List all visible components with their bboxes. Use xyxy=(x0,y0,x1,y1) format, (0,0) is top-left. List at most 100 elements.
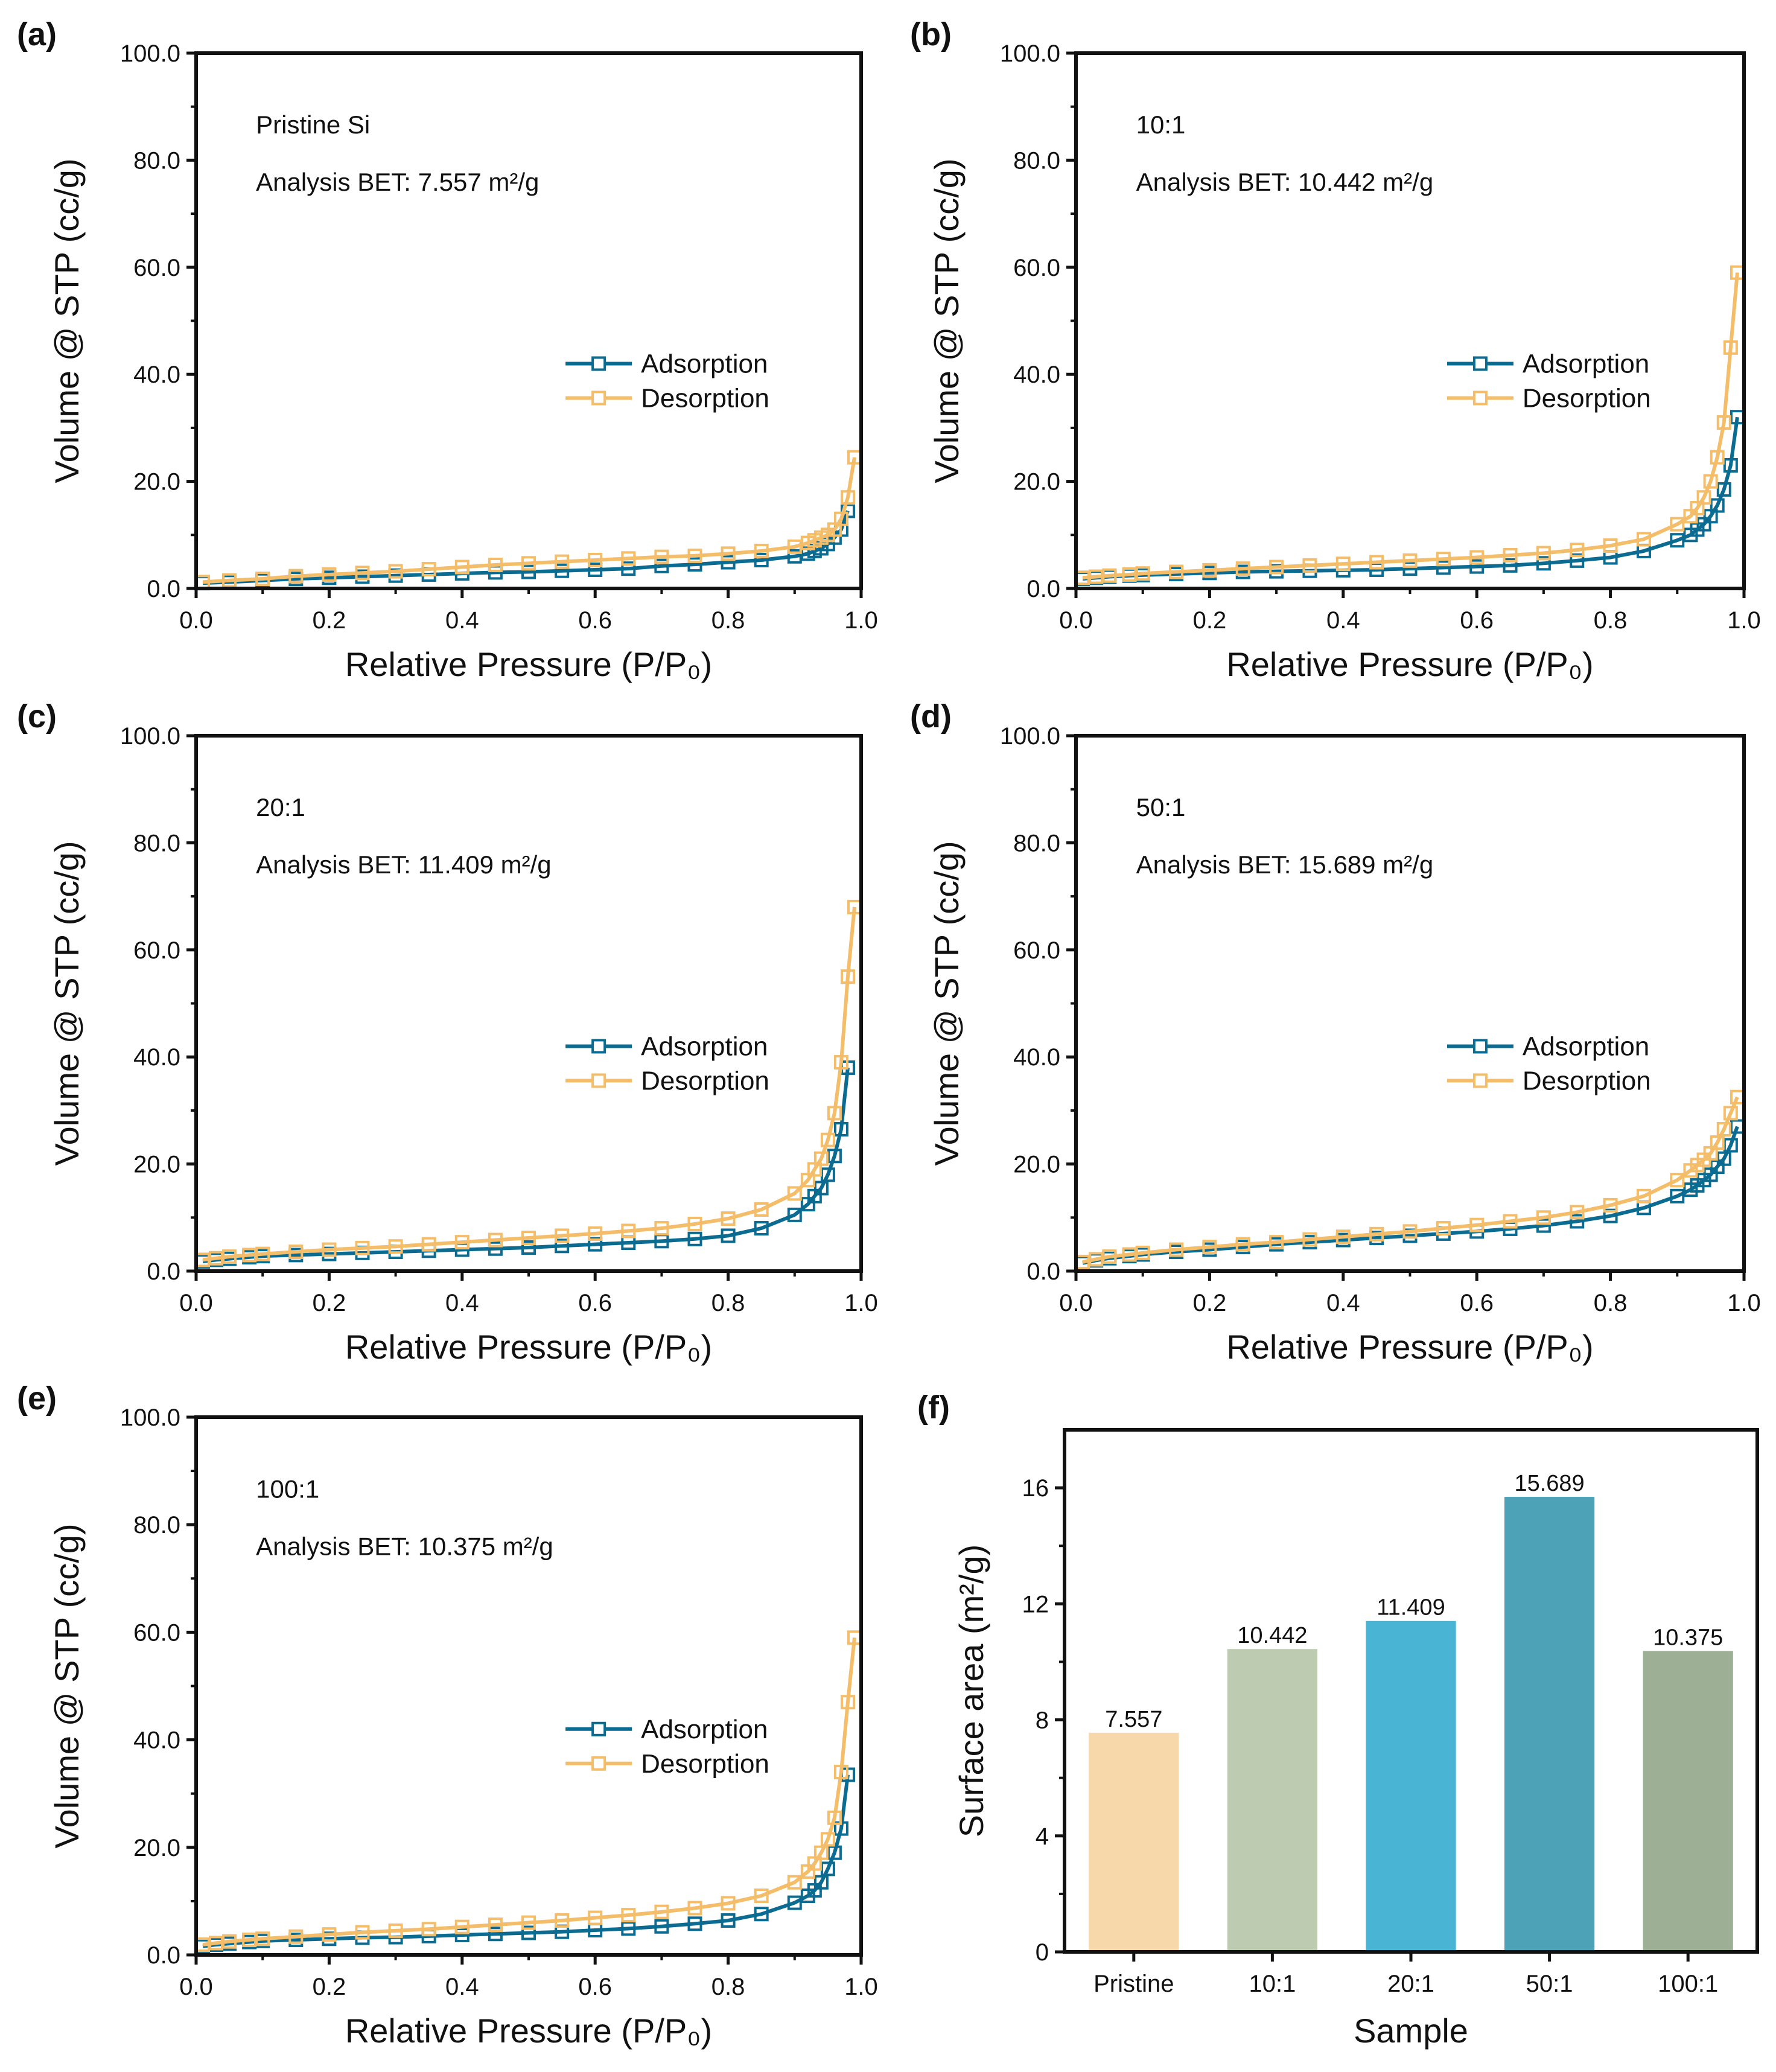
desorption-point xyxy=(1503,1214,1518,1229)
adsorption-line xyxy=(202,1067,850,1264)
panel-label: (f) xyxy=(917,1389,950,1426)
desorption-point xyxy=(288,569,304,584)
adsorption-point xyxy=(588,562,603,577)
adsorption-point xyxy=(1436,560,1451,575)
desorption-point xyxy=(322,1927,337,1942)
x-tick-label: 0.8 xyxy=(711,1290,745,1316)
y-tick-label: 100.0 xyxy=(120,723,180,750)
legend-marker-desorption xyxy=(591,1756,606,1771)
y-tick-label: 60.0 xyxy=(133,255,180,281)
adsorption-point xyxy=(1723,1138,1738,1153)
panel-label: (a) xyxy=(17,16,57,53)
adsorption-point xyxy=(1469,559,1485,574)
y-tick-label: 40.0 xyxy=(133,1044,180,1071)
desorption-point xyxy=(388,1923,403,1938)
x-tick-label: 0.6 xyxy=(578,1290,612,1316)
x-tick-label: 1.0 xyxy=(1727,1290,1761,1316)
desorption-point xyxy=(654,1221,669,1236)
adsorption-point xyxy=(820,1861,835,1876)
adsorption-point xyxy=(687,557,702,572)
panel-label: (c) xyxy=(17,698,57,735)
x-tick-label: 0.6 xyxy=(1460,607,1494,634)
desorption-point xyxy=(1570,1205,1585,1220)
desorption-point xyxy=(454,1235,469,1250)
desorption-point xyxy=(1089,569,1104,584)
adsorption-point xyxy=(1716,1151,1731,1166)
y-tick-label: 0.0 xyxy=(1026,1258,1060,1285)
desorption-point xyxy=(255,572,270,587)
adsorption-point xyxy=(454,1928,469,1943)
x-tick-label: 0.2 xyxy=(1193,1290,1227,1316)
desorption-line xyxy=(202,457,856,584)
desorption-point xyxy=(355,566,370,581)
adsorption-point xyxy=(1670,533,1685,548)
legend-label: Desorption xyxy=(641,383,769,413)
desorption-point xyxy=(421,1237,436,1252)
x-tick-label: 0.2 xyxy=(1193,607,1227,634)
x-tick-label: 1.0 xyxy=(844,1290,878,1316)
axes-frame xyxy=(1074,51,1746,590)
bar-pristine xyxy=(1089,1732,1179,1952)
desorption-point xyxy=(255,1931,270,1946)
x-tick-label: 0.8 xyxy=(711,1974,745,2000)
x-axis-label: Sample xyxy=(1354,2012,1468,2050)
desorption-point xyxy=(687,1216,702,1231)
x-tick-label: Pristine xyxy=(1093,1971,1174,1997)
bar-10-1 xyxy=(1227,1649,1318,1952)
desorption-point xyxy=(654,1904,669,1919)
x-tick-label: 0.6 xyxy=(578,607,612,634)
y-tick-label: 20.0 xyxy=(1013,469,1060,496)
desorption-point xyxy=(1716,415,1731,430)
y-tick-label: 80.0 xyxy=(133,830,180,856)
x-tick-label: 0.4 xyxy=(1326,1290,1360,1316)
desorption-point xyxy=(588,1910,603,1925)
desorption-point xyxy=(222,1934,237,1949)
y-tick-label: 20.0 xyxy=(133,469,180,496)
desorption-point xyxy=(754,543,769,558)
axes-frame xyxy=(194,734,863,1273)
y-tick-label: 100.0 xyxy=(1000,723,1060,750)
desorption-point xyxy=(1102,1249,1117,1264)
bar-20-1 xyxy=(1366,1621,1456,1952)
desorption-point xyxy=(1102,568,1117,583)
desorption-point xyxy=(820,1832,835,1847)
legend-marker-adsorption xyxy=(591,1721,606,1736)
x-tick-label: 0.6 xyxy=(1460,1290,1494,1316)
adsorption-point xyxy=(1710,498,1725,513)
x-tick-label: 0.0 xyxy=(1059,1290,1093,1316)
adsorption-point xyxy=(754,552,769,567)
y-tick-label: 80.0 xyxy=(1013,147,1060,174)
desorption-point xyxy=(1169,1242,1184,1257)
legend-label: Desorption xyxy=(1523,383,1651,413)
legend-label: Adsorption xyxy=(1523,349,1649,378)
x-tick-label: 0.4 xyxy=(445,1974,479,2000)
desorption-point xyxy=(388,564,403,579)
panel-e: (e) 0.0 20.0 40.0 60.0 80.0 100.0 0.0 0.2 0.4 0.6 0… xyxy=(17,1380,878,2050)
x-axis-label: Relative Pressure (P/P₀) xyxy=(345,1328,712,1366)
desorption-point xyxy=(488,1917,503,1933)
adsorption-point xyxy=(555,1238,570,1254)
panel-label: (b) xyxy=(910,16,952,53)
desorption-point xyxy=(488,557,503,572)
desorption-point xyxy=(840,1695,855,1710)
desorption-point xyxy=(1122,567,1137,582)
x-tick-label: 0.0 xyxy=(1059,607,1093,634)
desorption-point xyxy=(521,1915,536,1930)
adsorption-line xyxy=(202,1774,850,1948)
desorption-point xyxy=(1710,450,1725,465)
desorption-point xyxy=(754,1202,769,1217)
desorption-point xyxy=(1716,1121,1731,1136)
adsorption-point xyxy=(833,1121,848,1136)
sample-annotation: Pristine Si xyxy=(256,110,370,139)
panel-d: (d) 0.0 20.0 40.0 60.0 80.0 100.0 0.0 0.2 0.4 0.6 0… xyxy=(910,698,1761,1366)
desorption-point xyxy=(787,1875,802,1890)
y-axis-label: Volume @ STP (cc/g) xyxy=(48,158,86,483)
desorption-point xyxy=(1683,509,1698,524)
legend-label: Desorption xyxy=(1523,1066,1651,1095)
adsorption-point xyxy=(621,561,636,576)
desorption-point xyxy=(1436,1221,1451,1236)
desorption-point xyxy=(800,1173,815,1188)
desorption-point xyxy=(255,1246,270,1261)
x-axis-label: Relative Pressure (P/P₀) xyxy=(1226,1328,1593,1366)
